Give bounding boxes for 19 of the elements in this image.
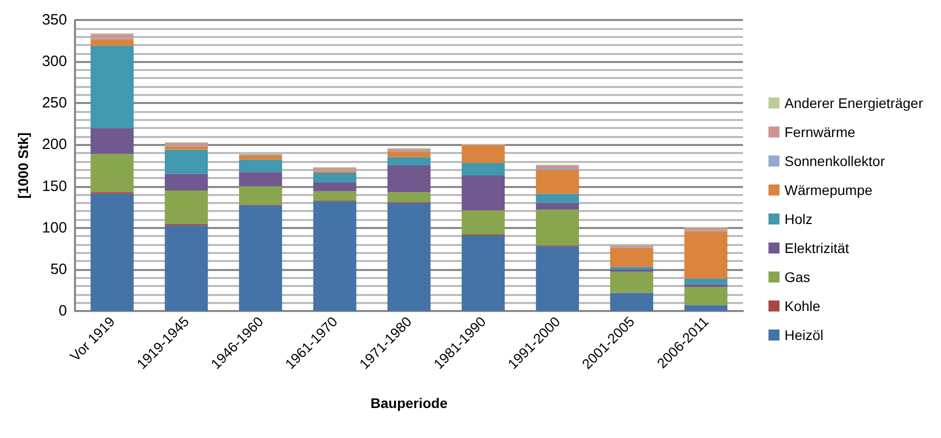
- legend-label: Gas: [784, 269, 810, 285]
- y-tick-label: 150: [42, 178, 67, 195]
- y-axis-title: [1000 Stk]: [15, 132, 31, 199]
- legend-label: Kohle: [784, 298, 820, 314]
- y-tick-label: 350: [42, 12, 67, 28]
- y-tick-label: 200: [42, 136, 67, 154]
- x-axis-title: Bauperiode: [370, 395, 448, 411]
- legend-label: Sonnenkollektor: [784, 153, 886, 169]
- y-tick-label: 250: [42, 94, 67, 112]
- y-tick-label: 50: [50, 260, 67, 278]
- y-tick-label: 0: [58, 302, 67, 320]
- legend-label: Anderer Energieträger: [784, 95, 924, 111]
- y-tick-label: 300: [42, 53, 67, 70]
- y-tick-label: 100: [42, 219, 67, 236]
- legend-label: Fernwärme: [784, 124, 856, 140]
- legend-label: Wärmepumpe: [784, 182, 873, 198]
- legend-label: Heizöl: [784, 327, 824, 343]
- legend-label: Elektrizität: [784, 240, 850, 256]
- legend-label: Holz: [784, 211, 812, 227]
